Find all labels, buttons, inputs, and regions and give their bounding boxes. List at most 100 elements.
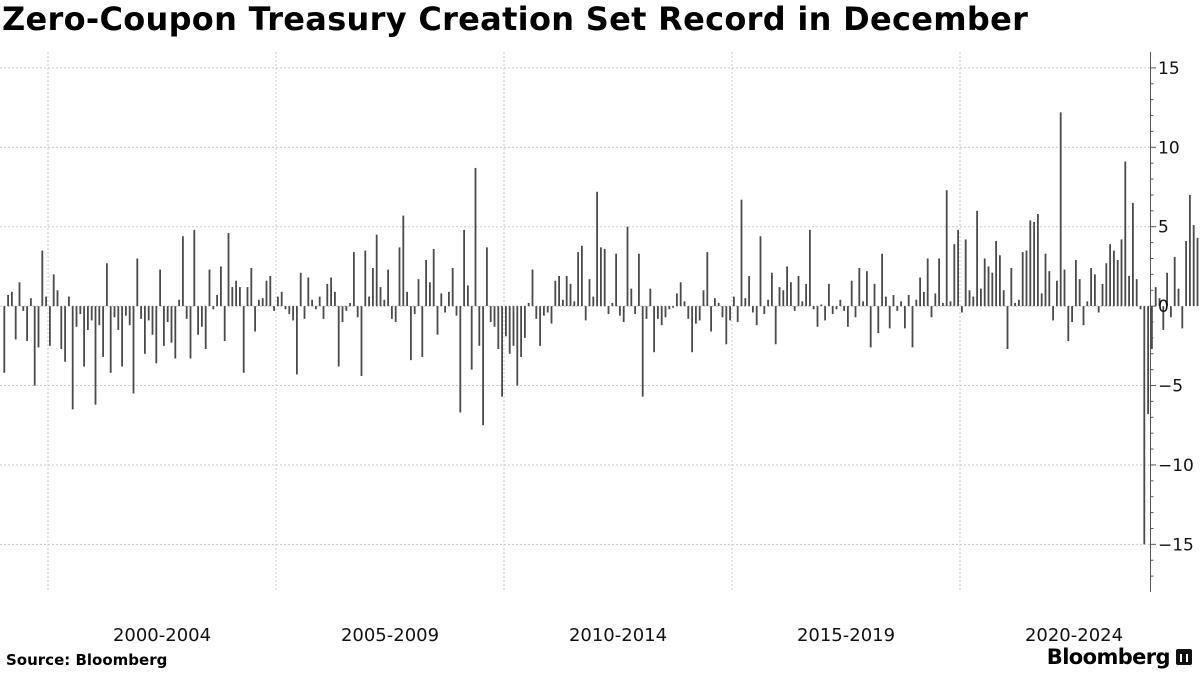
bar bbox=[155, 306, 158, 364]
bar bbox=[185, 306, 188, 319]
bar bbox=[486, 247, 488, 307]
bar bbox=[1192, 225, 1195, 307]
bar bbox=[797, 275, 800, 307]
bar bbox=[581, 245, 583, 307]
bar bbox=[653, 306, 655, 353]
bar bbox=[94, 306, 97, 405]
bar bbox=[615, 253, 617, 307]
bar bbox=[748, 275, 750, 307]
bar bbox=[983, 258, 986, 307]
bar bbox=[132, 306, 135, 394]
bar bbox=[425, 260, 427, 307]
bar bbox=[391, 306, 393, 319]
bar bbox=[410, 306, 412, 361]
bar bbox=[467, 285, 469, 307]
bar bbox=[444, 306, 446, 313]
bar bbox=[375, 234, 378, 307]
bar bbox=[159, 269, 161, 307]
bar bbox=[140, 306, 142, 319]
bar bbox=[170, 306, 173, 343]
bar bbox=[368, 296, 370, 307]
bar bbox=[204, 306, 207, 349]
bar bbox=[296, 306, 298, 375]
bar bbox=[892, 295, 895, 307]
bar bbox=[387, 269, 389, 307]
bar bbox=[463, 229, 465, 307]
bar bbox=[964, 239, 967, 307]
y-tick-label: 0 bbox=[1158, 297, 1169, 317]
bar bbox=[1094, 274, 1096, 307]
bloomberg-terminal-icon bbox=[1176, 649, 1192, 665]
bar bbox=[337, 306, 340, 367]
bar bbox=[1166, 272, 1168, 307]
bar bbox=[763, 306, 766, 315]
bar bbox=[1018, 299, 1020, 307]
y-tick-label: 5 bbox=[1158, 218, 1169, 238]
bar bbox=[558, 275, 560, 307]
bar bbox=[174, 306, 177, 359]
bar bbox=[847, 306, 849, 327]
bar bbox=[360, 306, 363, 376]
bar bbox=[22, 306, 25, 311]
bar bbox=[1154, 287, 1157, 307]
bar bbox=[888, 306, 891, 329]
bar bbox=[1006, 306, 1009, 349]
bar bbox=[968, 290, 971, 307]
bar bbox=[489, 306, 492, 322]
bar bbox=[208, 269, 211, 307]
bar bbox=[854, 306, 857, 318]
bar bbox=[1158, 298, 1161, 307]
bar bbox=[1029, 220, 1032, 307]
bar bbox=[824, 306, 826, 321]
bar bbox=[41, 250, 44, 307]
bar bbox=[501, 306, 503, 397]
bar bbox=[493, 306, 496, 327]
bar bbox=[573, 301, 576, 307]
bar bbox=[630, 288, 633, 307]
bar bbox=[505, 306, 507, 337]
bar bbox=[106, 263, 108, 307]
bar bbox=[907, 295, 910, 307]
bar bbox=[1090, 268, 1092, 307]
bar bbox=[1101, 283, 1104, 307]
bar bbox=[1120, 239, 1123, 307]
bar bbox=[839, 299, 842, 307]
bar bbox=[398, 247, 401, 307]
bar bbox=[816, 306, 819, 327]
bar bbox=[60, 306, 63, 349]
bar bbox=[524, 306, 526, 338]
bar bbox=[949, 301, 952, 307]
bar bbox=[52, 274, 55, 307]
bar bbox=[413, 306, 416, 315]
bar bbox=[326, 283, 329, 307]
bar bbox=[220, 266, 222, 307]
bar bbox=[866, 271, 868, 307]
bar bbox=[470, 306, 473, 370]
bar bbox=[459, 306, 462, 413]
y-tick-label: −15 bbox=[1158, 535, 1194, 555]
bar bbox=[113, 306, 116, 318]
bar bbox=[322, 306, 325, 319]
bar bbox=[843, 306, 845, 311]
bar bbox=[136, 258, 139, 307]
bar bbox=[239, 287, 241, 307]
bar bbox=[372, 268, 374, 307]
bar bbox=[850, 280, 853, 307]
bar bbox=[1162, 306, 1165, 330]
bar bbox=[284, 306, 287, 310]
bar bbox=[687, 306, 690, 319]
bar bbox=[607, 306, 610, 315]
bar bbox=[835, 306, 838, 310]
bar bbox=[90, 306, 93, 321]
bar bbox=[869, 306, 872, 348]
bar bbox=[600, 247, 602, 307]
bar bbox=[277, 296, 279, 307]
bar bbox=[68, 296, 70, 307]
bar bbox=[926, 258, 929, 307]
bar bbox=[896, 306, 899, 311]
bar bbox=[223, 306, 226, 342]
bar bbox=[1173, 256, 1176, 307]
bar bbox=[862, 301, 864, 307]
bar bbox=[740, 199, 743, 307]
bar bbox=[128, 306, 131, 326]
